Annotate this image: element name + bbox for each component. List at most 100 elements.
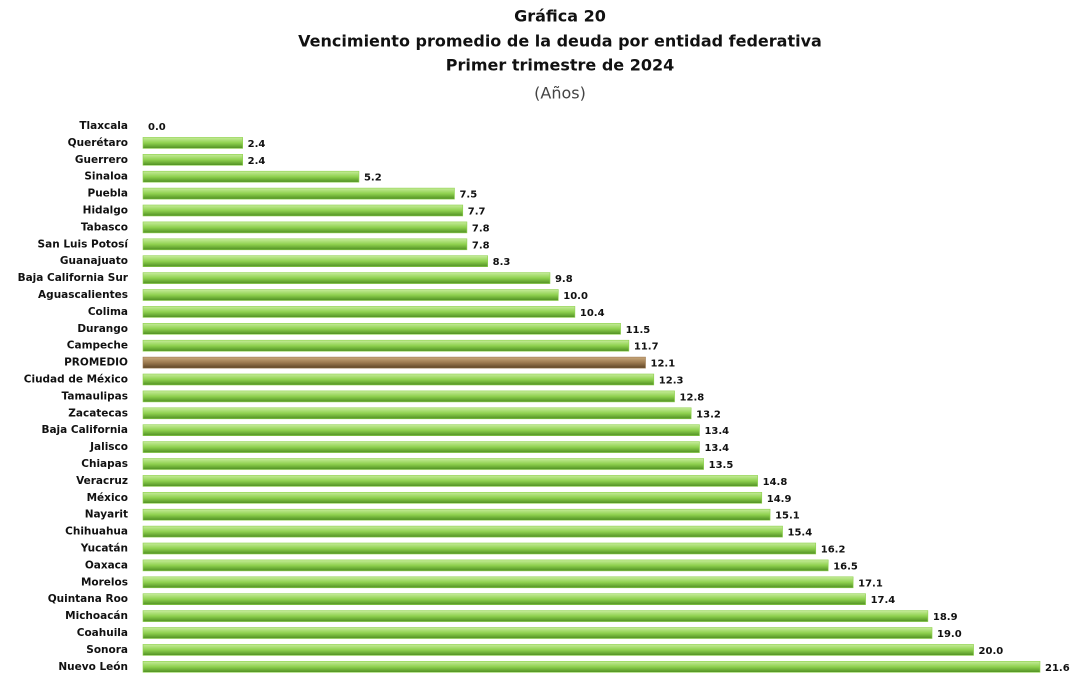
- bar: [142, 458, 704, 470]
- bar: [142, 508, 771, 521]
- bar: [142, 424, 700, 437]
- value-label: 7.5: [459, 190, 477, 201]
- bar: [142, 289, 559, 301]
- bar: [142, 610, 929, 622]
- category-label: Chiapas: [81, 458, 128, 470]
- category-label: Nuevo León: [58, 661, 128, 673]
- category-label: Tamaulipas: [62, 390, 128, 402]
- value-label: 17.4: [871, 595, 896, 606]
- value-label: 19.0: [937, 629, 962, 640]
- category-label: Colima: [88, 306, 128, 318]
- bar: [142, 170, 360, 183]
- bar: [142, 491, 763, 504]
- category-label: Sinaloa: [84, 171, 128, 183]
- value-label: 7.8: [472, 240, 490, 251]
- value-label: 15.4: [788, 528, 813, 539]
- value-label: 13.2: [696, 409, 721, 420]
- category-label: Guanajuato: [60, 255, 128, 267]
- category-label: Puebla: [88, 188, 129, 200]
- chart-title: Primer trimestre de 2024: [446, 56, 675, 75]
- category-label: Guerrero: [75, 154, 128, 166]
- bar: [142, 187, 455, 200]
- value-label: 13.4: [704, 426, 729, 437]
- bar: [142, 441, 700, 453]
- category-label: Baja California: [41, 424, 128, 436]
- bar: [142, 390, 675, 403]
- chart-title: Gráfica 20: [514, 7, 606, 26]
- bar: [142, 407, 692, 420]
- chart-title: Vencimiento promedio de la deuda por ent…: [298, 32, 822, 51]
- value-label: 15.1: [775, 511, 800, 522]
- bar: [142, 373, 655, 386]
- category-label: Aguascalientes: [38, 289, 128, 301]
- bar: [142, 576, 854, 589]
- bar: [142, 306, 576, 318]
- value-label: 13.4: [704, 443, 729, 454]
- chart-subtitle: (Años): [534, 84, 586, 103]
- bar: [142, 322, 621, 335]
- category-label: Michoacán: [65, 610, 128, 622]
- category-label: Sonora: [86, 644, 128, 656]
- value-label: 21.6: [1045, 663, 1070, 674]
- value-label: 11.5: [626, 325, 651, 336]
- category-label: Tlaxcala: [79, 120, 128, 132]
- value-label: 10.4: [580, 308, 605, 319]
- category-label: Coahuila: [77, 627, 128, 639]
- category-label: PROMEDIO: [64, 357, 128, 369]
- value-label: 12.3: [659, 376, 684, 387]
- value-label: 8.3: [493, 257, 511, 268]
- category-label: San Luis Potosí: [38, 238, 130, 250]
- value-label: 14.8: [763, 477, 788, 488]
- value-label: 11.7: [634, 342, 659, 353]
- bar: [142, 593, 866, 606]
- value-label: 14.9: [767, 494, 792, 505]
- value-label: 17.1: [858, 578, 883, 589]
- value-label: 12.8: [680, 392, 705, 403]
- category-label: Quintana Roo: [48, 593, 128, 605]
- category-label: Querétaro: [68, 137, 128, 149]
- bar: [142, 137, 243, 149]
- category-label: Yucatán: [80, 543, 128, 555]
- category-label: Baja California Sur: [18, 272, 129, 284]
- value-label: 12.1: [650, 359, 675, 370]
- value-label: 18.9: [933, 612, 958, 623]
- bar: [142, 356, 646, 369]
- value-label: 2.4: [248, 139, 266, 150]
- value-label: 20.0: [979, 646, 1004, 657]
- value-label: 16.5: [833, 561, 858, 572]
- bar: [142, 154, 243, 166]
- category-label: México: [87, 492, 128, 504]
- value-label: 7.7: [468, 207, 486, 218]
- bar: [142, 644, 974, 656]
- category-label: Nayarit: [85, 509, 128, 521]
- bar: [142, 339, 630, 352]
- bar: [142, 660, 1041, 673]
- category-label: Chihuahua: [65, 526, 128, 538]
- bar: [142, 559, 829, 572]
- category-label: Zacatecas: [68, 407, 128, 419]
- category-label: Hidalgo: [83, 205, 128, 217]
- bar: [142, 255, 488, 267]
- value-label: 16.2: [821, 545, 846, 556]
- value-label: 9.8: [555, 274, 573, 285]
- bar: [142, 525, 783, 538]
- category-label: Morelos: [81, 576, 128, 588]
- value-label: 10.0: [563, 291, 588, 302]
- category-label: Oaxaca: [85, 559, 128, 571]
- value-label: 7.8: [472, 223, 490, 234]
- bar: [142, 204, 464, 217]
- category-label: Campeche: [67, 340, 128, 352]
- category-label: Jalisco: [89, 441, 128, 453]
- bar: [142, 475, 758, 487]
- category-label: Durango: [77, 323, 128, 335]
- category-label: Veracruz: [76, 475, 128, 487]
- bar: [142, 627, 933, 639]
- bar: [142, 272, 551, 284]
- bar: [142, 221, 468, 234]
- bar: [142, 238, 468, 251]
- category-label: Tabasco: [81, 221, 128, 233]
- category-label: Ciudad de México: [24, 374, 128, 386]
- value-label: 0.0: [148, 122, 166, 133]
- bar: [142, 542, 817, 555]
